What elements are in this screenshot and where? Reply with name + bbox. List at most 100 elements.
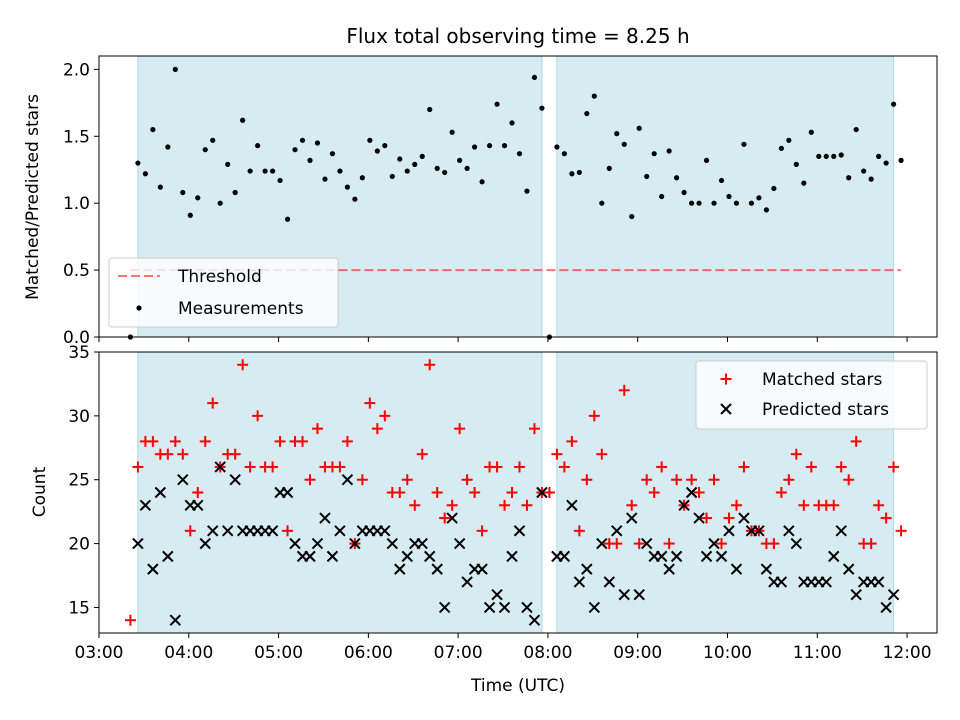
y-tick-label: 1.0 [63, 194, 90, 214]
matched-star-point [828, 499, 840, 511]
matched-star-point [499, 499, 511, 511]
y-tick-label: 25 [68, 471, 90, 491]
measurement-point [225, 161, 231, 167]
ratio-plot-frame [98, 55, 938, 338]
legend-predicted-label: Predicted stars [762, 400, 889, 420]
matched-star-point [431, 487, 443, 498]
matched-star-point [573, 525, 585, 537]
matched-star-point [723, 512, 735, 524]
predicted-star-point [581, 563, 593, 575]
predicted-star-point [416, 537, 428, 550]
marker-stroke [633, 588, 645, 601]
predicted-star-point [618, 588, 630, 601]
x-tick-label: 03:00 [75, 643, 124, 663]
measurement-point [688, 200, 695, 206]
marker-stroke [289, 537, 301, 550]
marker-stroke [506, 550, 518, 563]
time-x-axis: 03:00 04:00 05:00 06:00 07:00 08:00 09:00 10:00… [75, 633, 932, 663]
ratio-x-ticks [98, 337, 908, 342]
predicted-star-point [753, 525, 765, 537]
matched-star-point [611, 538, 623, 550]
marker-stroke [498, 601, 511, 614]
measurement-point [539, 105, 545, 111]
measurement-point [344, 184, 351, 190]
marker-stroke [670, 550, 683, 563]
matched-star-point [708, 474, 720, 486]
measurement-point [801, 180, 807, 186]
predicted-star-point [820, 576, 832, 588]
matched-star-point [701, 512, 713, 524]
matched-star-point [633, 538, 645, 550]
measurement-point [501, 143, 508, 149]
marker-stroke [513, 525, 526, 537]
measurement-point [696, 200, 702, 206]
matched-star-point [207, 397, 219, 409]
predicted-star-point [491, 588, 503, 601]
marker-stroke [618, 588, 630, 601]
predicted-star-point [341, 474, 354, 486]
matched-star-point [446, 499, 458, 511]
predicted-star-point [528, 614, 541, 626]
matched-star-point [626, 499, 638, 511]
matched-star-point [656, 461, 668, 473]
measurement-point [202, 147, 208, 153]
measurement-point [337, 168, 343, 174]
measurement-point [142, 171, 148, 177]
marker-stroke [431, 563, 443, 575]
measurement-point [434, 165, 440, 171]
matched-star-point [873, 499, 885, 511]
count-legend: Matched stars Predicted stars [695, 360, 928, 430]
y-tick-label: 35 [68, 343, 90, 363]
matched-star-point [334, 461, 346, 473]
matched-star-point [895, 525, 907, 537]
marker-stroke [319, 512, 331, 524]
predicted-star-point [843, 563, 855, 575]
x-axis-label: Time (UTC) [470, 676, 565, 696]
measurement-point [427, 106, 433, 113]
marker-stroke [214, 461, 226, 473]
marker-stroke [281, 486, 294, 499]
measurement-point [472, 144, 478, 150]
matched-star-point [880, 512, 892, 524]
measurement-point [150, 126, 156, 133]
predicted-star-point [139, 499, 152, 511]
chart-title: Flux total observing time = 8.25 h [346, 24, 689, 48]
marker-stroke [828, 550, 840, 563]
matched-star-point [192, 487, 204, 498]
marker-stroke [723, 525, 735, 537]
marker-stroke [438, 601, 451, 614]
marker-stroke [790, 537, 803, 550]
matched-star-point [730, 499, 742, 511]
predicted-star-point [349, 537, 361, 550]
predicted-star-point [438, 601, 451, 614]
matched-star-point [394, 487, 406, 498]
marker-stroke [483, 601, 496, 614]
x-tick-label: 08:00 [523, 643, 572, 663]
matched-star-point [835, 461, 847, 473]
marker-stroke [685, 486, 698, 499]
predicted-star-point [760, 563, 773, 575]
predicted-star-point [207, 525, 219, 537]
marker-stroke [835, 525, 847, 537]
marker-stroke [266, 525, 279, 537]
matched-star-point [738, 461, 750, 473]
predicted-star-point [655, 550, 668, 563]
legend-matched-label: Matched stars [762, 370, 882, 390]
marker-stroke [147, 563, 159, 575]
predicted-star-point [700, 550, 713, 563]
matched-star-point [371, 423, 383, 435]
measurement-point [621, 141, 627, 147]
measurement-point [247, 168, 253, 174]
y-tick-label: 0.5 [63, 261, 90, 281]
measurement-point [554, 144, 560, 150]
marker-stroke [603, 576, 615, 588]
marker-stroke [880, 601, 892, 614]
predicted-star-point [573, 576, 586, 588]
predicted-star-point [221, 525, 234, 537]
measurement-point [464, 165, 470, 171]
matched-star-point [364, 397, 376, 409]
measurement-point [524, 188, 530, 194]
marker-stroke [536, 486, 548, 499]
marker-stroke [401, 550, 413, 563]
predicted-star-point [304, 550, 316, 563]
